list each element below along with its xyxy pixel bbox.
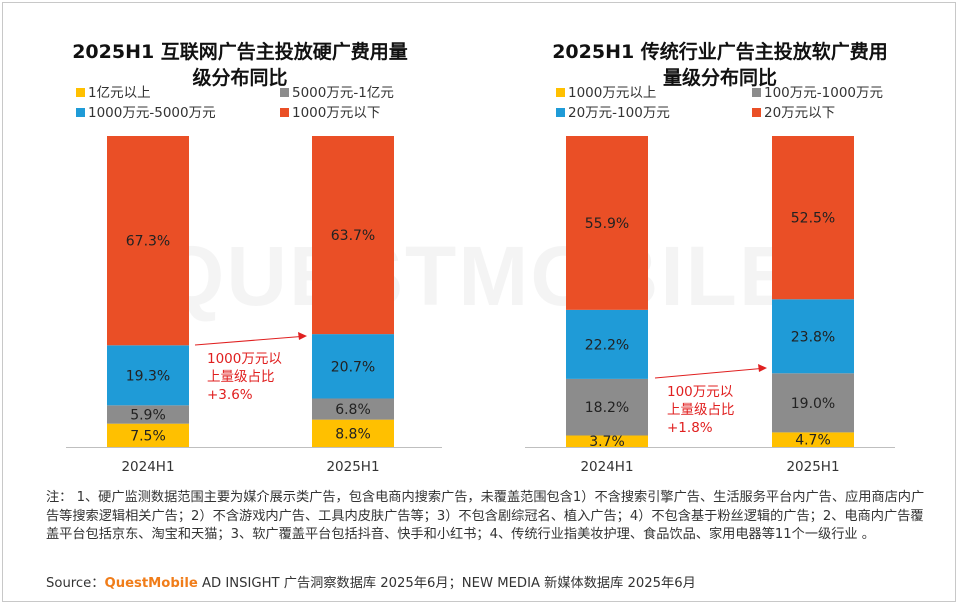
data-label: 63.7% bbox=[331, 228, 375, 244]
bar-segment bbox=[312, 334, 394, 399]
bar-segment bbox=[772, 373, 854, 433]
data-label: 7.5% bbox=[130, 428, 166, 444]
annotation-arrow-line bbox=[654, 368, 762, 379]
data-label: 5.9% bbox=[130, 408, 166, 424]
data-label: 8.8% bbox=[335, 426, 371, 442]
legend-label: 5000万元-1亿元 bbox=[292, 85, 394, 101]
legend-swatch bbox=[76, 108, 85, 117]
annotation-arrow-head bbox=[298, 332, 307, 340]
legend-swatch bbox=[752, 88, 761, 97]
category-label: 2024H1 bbox=[121, 459, 174, 475]
legend-label: 1亿元以上 bbox=[88, 85, 151, 101]
bar-segment bbox=[107, 405, 189, 424]
legend-swatch bbox=[76, 88, 85, 97]
bar-segment bbox=[566, 136, 648, 310]
annotation-text: 1000万元以 bbox=[207, 351, 282, 367]
source-prefix: Source： bbox=[46, 576, 105, 591]
category-label: 2024H1 bbox=[580, 459, 633, 475]
footnote: 注： 1、硬广监测数据范围主要为媒介展示类广告，包含电商内搜索广告，未覆盖范围包… bbox=[46, 490, 925, 542]
source-line: Source：QuestMobile AD INSIGHT 广告洞察数据库 20… bbox=[46, 572, 696, 591]
annotation-text: +3.6% bbox=[207, 387, 253, 403]
legend-label: 1000万元以下 bbox=[292, 105, 380, 121]
legend-label: 20万元-100万元 bbox=[568, 105, 670, 121]
bar-segment bbox=[772, 432, 854, 447]
bar-segment bbox=[566, 378, 648, 436]
legend-swatch bbox=[280, 108, 289, 117]
data-label: 22.2% bbox=[585, 337, 629, 353]
bar-segment bbox=[312, 419, 394, 447]
bar-segment bbox=[566, 435, 648, 447]
bar-segment bbox=[107, 345, 189, 406]
legend-label: 100万元-1000万元 bbox=[764, 85, 883, 101]
data-label: 6.8% bbox=[335, 402, 371, 418]
data-label: 55.9% bbox=[585, 216, 629, 232]
source-text: AD INSIGHT 广告洞察数据库 2025年6月；NEW MEDIA 新媒体… bbox=[197, 576, 696, 591]
category-label: 2025H1 bbox=[326, 459, 379, 475]
legend-swatch bbox=[556, 108, 565, 117]
annotation-text: 100万元以 bbox=[667, 384, 734, 400]
bar-segment bbox=[312, 398, 394, 420]
data-label: 52.5% bbox=[791, 211, 835, 227]
bar-segment bbox=[772, 299, 854, 374]
source-brand: QuestMobile bbox=[104, 576, 198, 591]
annotation-text: 上量级占比 bbox=[667, 402, 735, 418]
bar-segment bbox=[312, 136, 394, 335]
data-label: 19.3% bbox=[126, 368, 170, 384]
chart-title-line: 2025H1 传统行业广告主投放软广费用 bbox=[552, 40, 888, 63]
data-label: 4.7% bbox=[795, 433, 831, 449]
legend-swatch bbox=[280, 88, 289, 97]
chart-title-line: 2025H1 互联网广告主投放硬广费用量 bbox=[72, 40, 408, 63]
bar-segment bbox=[107, 136, 189, 346]
legend-label: 1000万元以上 bbox=[568, 85, 656, 101]
data-label: 19.0% bbox=[791, 396, 835, 412]
data-label: 67.3% bbox=[126, 234, 170, 250]
annotation-arrow-line bbox=[194, 336, 302, 346]
chart-title-line: 量级分布同比 bbox=[663, 66, 777, 89]
chart-title-line: 级分布同比 bbox=[192, 66, 287, 89]
data-label: 23.8% bbox=[791, 329, 835, 345]
annotation-arrow-head bbox=[758, 364, 767, 372]
data-label: 3.7% bbox=[589, 434, 625, 450]
bar-segment bbox=[772, 136, 854, 300]
data-label: 20.7% bbox=[331, 359, 375, 375]
legend-swatch bbox=[556, 88, 565, 97]
bar-segment bbox=[566, 309, 648, 379]
bar-segment bbox=[107, 423, 189, 447]
annotation-text: 上量级占比 bbox=[207, 369, 275, 385]
legend-label: 1000万元-5000万元 bbox=[88, 105, 216, 121]
annotation-text: +1.8% bbox=[667, 420, 713, 436]
data-label: 18.2% bbox=[585, 400, 629, 416]
legend-label: 20万元以下 bbox=[764, 105, 835, 121]
watermark: QUESTMOBILE bbox=[159, 229, 797, 323]
legend-swatch bbox=[752, 108, 761, 117]
category-label: 2025H1 bbox=[786, 459, 839, 475]
